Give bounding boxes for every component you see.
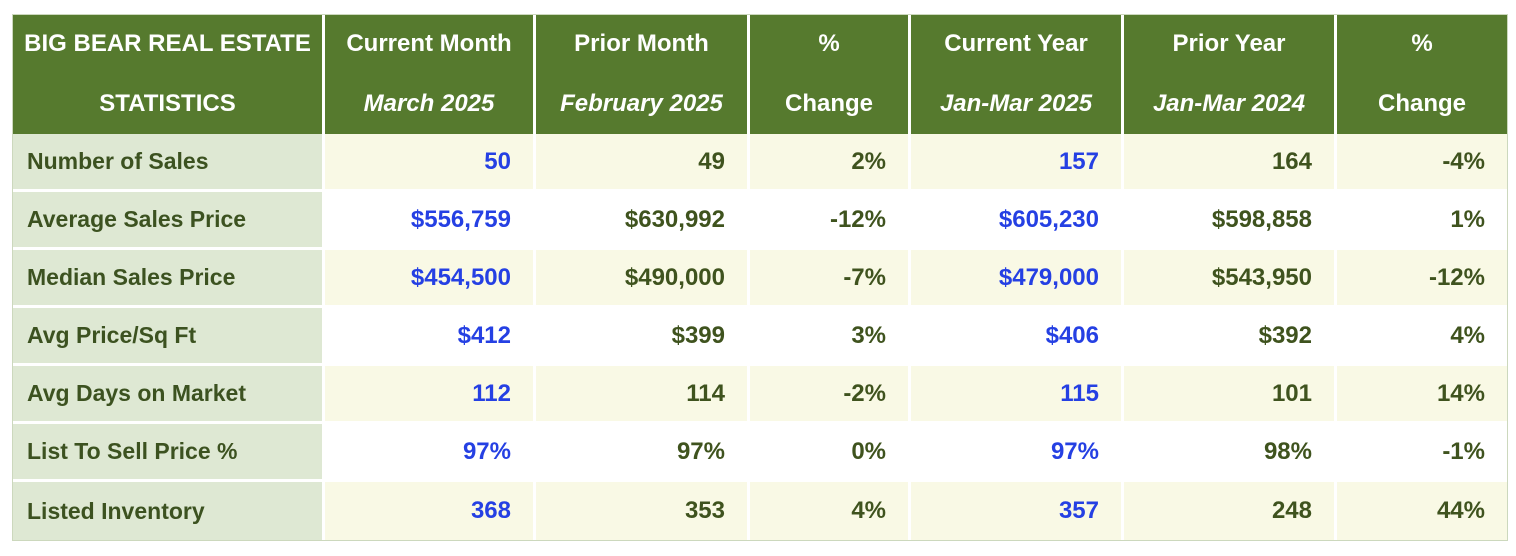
value-cell: $605,230 (911, 192, 1124, 250)
value-cell: -7% (750, 250, 911, 308)
value-cell: $479,000 (911, 250, 1124, 308)
column-header-line2: Change (784, 89, 873, 117)
value-cell: 3% (750, 308, 911, 366)
value-cell: 353 (536, 482, 750, 540)
value-cell: $412 (325, 308, 536, 366)
column-header-1: Current Month March 2025 (325, 15, 536, 134)
value-cell: $630,992 (536, 192, 750, 250)
value-cell: 157 (911, 134, 1124, 192)
value-cell: 115 (911, 366, 1124, 424)
table-row: Median Sales Price $454,500 $490,000 -7% $4… (13, 250, 1507, 308)
value-cell: 14% (1337, 366, 1507, 424)
column-header-line2: March 2025 (363, 89, 495, 117)
column-header-6: % Change (1337, 15, 1507, 134)
value-cell: $406 (911, 308, 1124, 366)
table-row: Number of Sales 50 49 2% 157 164 -4% (13, 134, 1507, 192)
value-cell: 2% (750, 134, 911, 192)
value-cell: 50 (325, 134, 536, 192)
table-row: Average Sales Price $556,759 $630,992 -12%… (13, 192, 1507, 250)
table-title-line2: STATISTICS (99, 89, 236, 117)
row-label: Avg Price/Sq Ft (13, 308, 325, 366)
table-body: Number of Sales 50 49 2% 157 164 -4% Average … (13, 134, 1507, 540)
value-cell: 114 (536, 366, 750, 424)
column-header-line2: February 2025 (560, 89, 723, 117)
value-cell: -1% (1337, 424, 1507, 482)
header-row: BIG BEAR REAL ESTATE STATISTICS Current … (13, 15, 1507, 134)
column-header-line1: Current Year (944, 29, 1088, 57)
value-cell: -12% (1337, 250, 1507, 308)
value-cell: 112 (325, 366, 536, 424)
value-cell: 4% (750, 482, 911, 540)
value-cell: 4% (1337, 308, 1507, 366)
value-cell: 44% (1337, 482, 1507, 540)
table-row: Avg Days on Market 112 114 -2% 115 101 14% (13, 366, 1507, 424)
value-cell: 368 (325, 482, 536, 540)
column-header-line1: Current Month (346, 29, 512, 57)
value-cell: 357 (911, 482, 1124, 540)
column-header-line1: Prior Month (574, 29, 709, 57)
value-cell: 49 (536, 134, 750, 192)
column-header-line2: Jan-Mar 2025 (939, 89, 1093, 117)
value-cell: $556,759 (325, 192, 536, 250)
value-cell: $392 (1124, 308, 1337, 366)
row-label: List To Sell Price % (13, 424, 325, 482)
value-cell: 101 (1124, 366, 1337, 424)
column-header-2: Prior Month February 2025 (536, 15, 750, 134)
value-cell: $399 (536, 308, 750, 366)
value-cell: 164 (1124, 134, 1337, 192)
table-row: List To Sell Price % 97% 97% 0% 97% 98% -1% (13, 424, 1507, 482)
value-cell: $598,858 (1124, 192, 1337, 250)
table-title-cell: BIG BEAR REAL ESTATE STATISTICS (13, 15, 325, 134)
column-header-line2: Jan-Mar 2024 (1152, 89, 1306, 117)
value-cell: -4% (1337, 134, 1507, 192)
row-label: Avg Days on Market (13, 366, 325, 424)
column-header-line1: % (818, 29, 840, 57)
value-cell: $454,500 (325, 250, 536, 308)
table-row: Avg Price/Sq Ft $412 $399 3% $406 $392 4% (13, 308, 1507, 366)
table-row: Listed Inventory 368 353 4% 357 248 44% (13, 482, 1507, 540)
column-header-line1: Prior Year (1172, 29, 1286, 57)
column-header-4: Current Year Jan-Mar 2025 (911, 15, 1124, 134)
value-cell: $543,950 (1124, 250, 1337, 308)
column-header-line2: Change (1377, 89, 1466, 117)
value-cell: 0% (750, 424, 911, 482)
table-title-line1: BIG BEAR REAL ESTATE (24, 29, 311, 57)
value-cell: 1% (1337, 192, 1507, 250)
value-cell: -2% (750, 366, 911, 424)
real-estate-stats-table: BIG BEAR REAL ESTATE STATISTICS Current … (12, 14, 1508, 541)
value-cell: 97% (536, 424, 750, 482)
value-cell: -12% (750, 192, 911, 250)
row-label: Average Sales Price (13, 192, 325, 250)
row-label: Number of Sales (13, 134, 325, 192)
row-label: Median Sales Price (13, 250, 325, 308)
value-cell: $490,000 (536, 250, 750, 308)
value-cell: 97% (911, 424, 1124, 482)
column-header-5: Prior Year Jan-Mar 2024 (1124, 15, 1337, 134)
column-header-line1: % (1411, 29, 1433, 57)
row-label: Listed Inventory (13, 482, 325, 540)
value-cell: 248 (1124, 482, 1337, 540)
value-cell: 98% (1124, 424, 1337, 482)
value-cell: 97% (325, 424, 536, 482)
column-header-3: % Change (750, 15, 911, 134)
